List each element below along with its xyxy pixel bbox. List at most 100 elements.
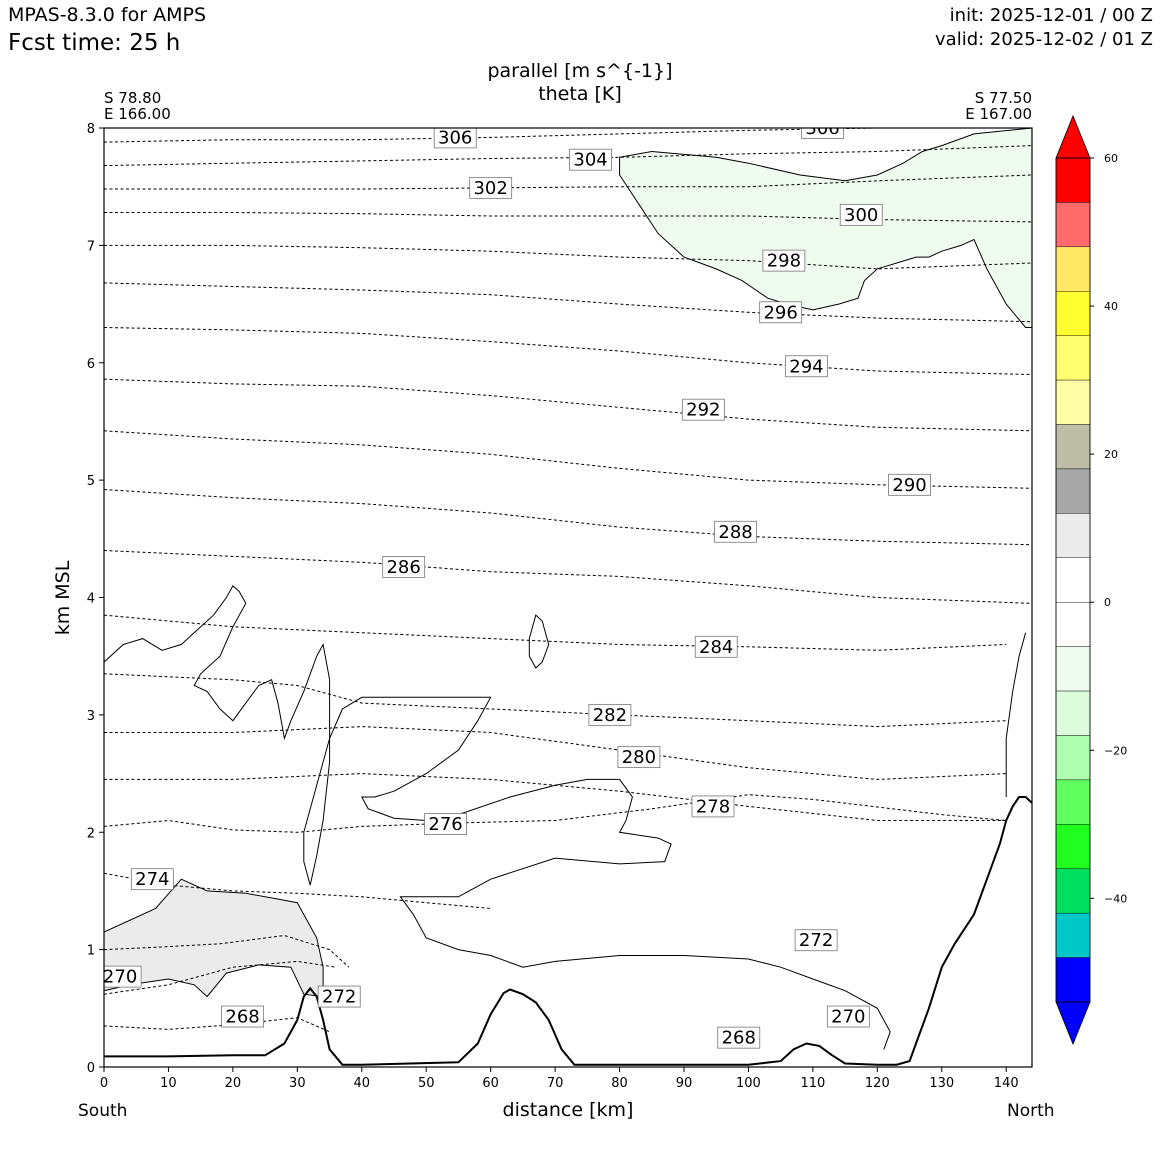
theta-line-5	[104, 773, 1007, 821]
colorbar-segment-11	[1055, 646, 1091, 692]
theta-label-box-20	[469, 176, 513, 199]
theta-label-box-18	[762, 249, 806, 272]
theta-label-box-9	[617, 746, 661, 769]
colorbar-frame	[1055, 157, 1091, 1003]
wind-contour-1	[528, 614, 550, 669]
theta-line-7	[104, 673, 1007, 728]
colorbar-segment-1	[1055, 202, 1091, 248]
y-tick-label-8: 8	[87, 122, 95, 137]
theta-label-box-13	[714, 520, 757, 543]
theta-line-2	[104, 934, 350, 968]
theta-label-box-6	[130, 868, 174, 891]
x-tick-label-14: 140	[994, 1076, 1019, 1091]
theta-label-box-16	[785, 355, 828, 378]
theta-label-box-2	[104, 965, 142, 988]
theta-label-6: 274	[135, 869, 169, 890]
theta-label-16: 294	[789, 356, 823, 377]
theta-label-18: 298	[767, 251, 801, 272]
terrain-line	[104, 796, 1032, 1066]
colorbar-tick-label-0: 60	[1104, 152, 1118, 165]
theta-label-box-15	[681, 398, 725, 421]
x-tick-label-4: 40	[354, 1076, 371, 1091]
theta-label-box-7	[424, 813, 467, 835]
y-tick-label-0: 0	[87, 1061, 95, 1076]
theta-line-10	[104, 489, 1032, 546]
colorbar-segment-2	[1055, 246, 1091, 292]
theta-line-16	[104, 212, 1032, 223]
theta-label-box-0	[221, 1005, 264, 1028]
theta-label-box-5	[794, 929, 838, 952]
shaded-region-1	[619, 128, 1032, 328]
x-tick-label-9: 90	[676, 1076, 693, 1091]
theta-label-11: 284	[699, 637, 733, 658]
colorbar-segment-13	[1055, 735, 1091, 781]
colorbar-segment-16	[1055, 868, 1091, 914]
theta-line-14	[104, 282, 1032, 323]
forecast-time: Fcst time: 25 h	[8, 30, 181, 56]
chart-title-parallel: parallel [m s^{-1}]	[487, 60, 673, 82]
theta-label-box-4	[317, 985, 361, 1008]
colorbar-segment-3	[1055, 291, 1091, 336]
y-tick-label-4: 4	[87, 592, 95, 607]
colorbar-over-arrow	[1055, 114, 1091, 159]
start-longitude: E 166.00	[104, 105, 171, 123]
theta-line-4	[104, 794, 1007, 833]
theta-label-12: 286	[386, 557, 420, 578]
theta-line-3	[104, 872, 491, 909]
theta-label-10: 282	[593, 705, 627, 726]
theta-label-box-10	[588, 703, 632, 726]
theta-label-box-22	[433, 128, 477, 149]
colorbar-segment-17	[1055, 912, 1091, 958]
theta-label-box-23	[801, 128, 844, 139]
colorbar-segment-6	[1055, 424, 1091, 470]
plot-area: 268 268 270 270 272 272 274 276 278 280 282 284 286 2…	[104, 127, 1032, 1066]
y-tick-label-1: 1	[87, 944, 95, 959]
north-end-label: North	[1007, 1101, 1055, 1121]
theta-label-21: 304	[573, 150, 607, 171]
theta-label-22: 306	[438, 127, 472, 148]
theta-label-3: 270	[831, 1007, 865, 1028]
colorbar-tick-label-4: −20	[1104, 744, 1127, 757]
colorbar-segment-8	[1055, 513, 1091, 558]
theta-label-box-3	[826, 1005, 870, 1028]
theta-label-0: 268	[225, 1007, 259, 1028]
x-axis-label: distance [km]	[502, 1099, 634, 1121]
start-latitude: S 78.80	[104, 89, 162, 107]
theta-label-1: 268	[722, 1028, 756, 1049]
valid-time: valid: 2025-12-02 / 01 Z	[935, 29, 1153, 50]
colorbar-tick-label-2: 20	[1104, 448, 1118, 461]
colorbar-segment-7	[1055, 468, 1091, 514]
theta-label-19: 300	[844, 205, 878, 226]
theta-line-6	[104, 726, 1007, 780]
end-latitude: S 77.50	[974, 89, 1032, 107]
theta-label-20: 302	[473, 178, 507, 199]
theta-label-box-14	[888, 473, 931, 496]
theta-line-8	[104, 614, 1007, 651]
colorbar-segment-10	[1055, 602, 1091, 647]
theta-label-box-8	[691, 795, 735, 818]
shaded-region-0	[104, 878, 324, 998]
theta-label-4: 272	[322, 987, 356, 1008]
x-tick-label-6: 60	[482, 1076, 499, 1091]
colorbar-tick-label-1: 40	[1104, 300, 1118, 313]
colorbar-under-arrow	[1055, 1001, 1091, 1046]
colorbar-segment-0	[1055, 157, 1091, 203]
theta-label-9: 280	[622, 747, 656, 768]
theta-label-7: 276	[428, 814, 462, 835]
x-tick-label-13: 130	[929, 1076, 954, 1091]
x-tick-label-3: 30	[289, 1076, 306, 1091]
x-tick-label-7: 70	[547, 1076, 564, 1091]
model-name: MPAS-8.3.0 for AMPS	[8, 4, 207, 26]
x-tick-label-12: 120	[865, 1076, 890, 1091]
y-tick-label-2: 2	[87, 826, 95, 841]
theta-label-box-11	[694, 635, 738, 658]
x-tick-label-8: 80	[611, 1076, 628, 1091]
y-tick-label-5: 5	[87, 474, 95, 489]
x-tick-label-1: 10	[160, 1076, 177, 1091]
y-tick-label-3: 3	[87, 709, 95, 724]
colorbar-segment-12	[1055, 690, 1091, 736]
colorbar-segment-5	[1055, 379, 1091, 425]
theta-label-5: 272	[799, 930, 833, 951]
x-tick-label-5: 50	[418, 1076, 435, 1091]
